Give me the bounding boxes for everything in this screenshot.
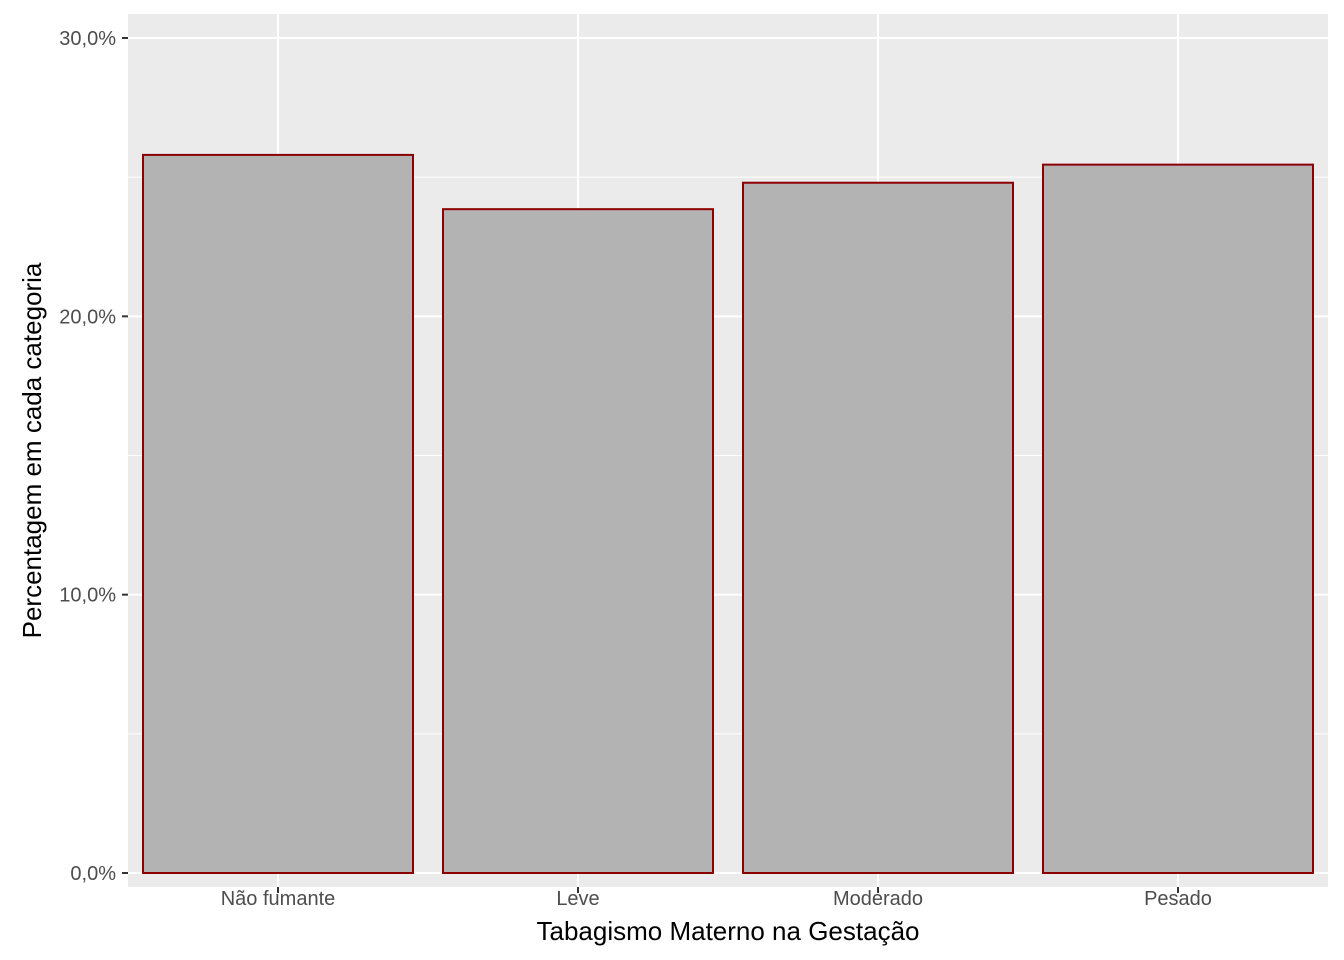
y-axis-title: Percentagem em cada categoria — [17, 262, 47, 638]
y-tick-label: 0,0% — [70, 863, 116, 885]
bars — [142, 153, 1314, 875]
x-tick-label: Moderado — [833, 888, 923, 910]
bar — [142, 153, 414, 874]
y-tick-label: 20,0% — [59, 306, 116, 328]
y-axis: 0,0% 10,0% 20,0% 30,0% — [59, 28, 128, 885]
x-tick-label: Pesado — [1144, 888, 1212, 910]
bar — [442, 208, 714, 875]
x-tick-label: Leve — [556, 888, 599, 910]
bar — [1042, 163, 1314, 874]
x-axis-title: Tabagismo Materno na Gestação — [537, 916, 920, 946]
y-tick-label: 10,0% — [59, 585, 116, 607]
x-tick-label: Não fumante — [221, 888, 336, 910]
x-axis: Não fumante Leve Moderado Pesado — [221, 887, 1212, 910]
bar — [742, 181, 1014, 874]
y-tick-label: 30,0% — [59, 28, 116, 50]
